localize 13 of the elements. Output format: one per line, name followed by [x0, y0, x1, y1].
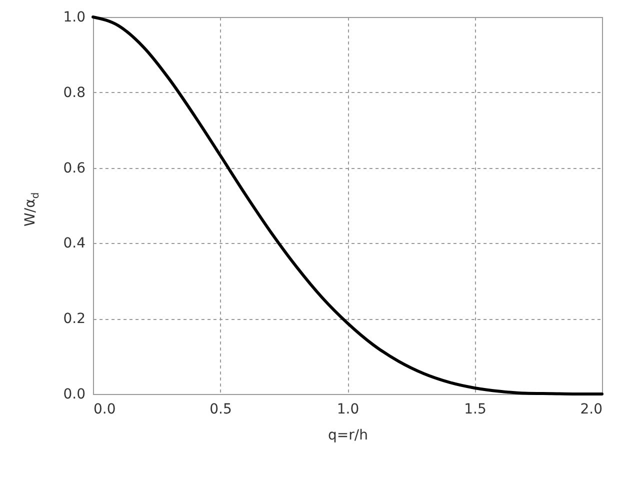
- y-tick-label: 0.6: [63, 160, 86, 176]
- x-tick-label: 1.0: [336, 402, 360, 418]
- y-tick-label: 0.4: [63, 236, 86, 252]
- x-tick-label: 1.5: [464, 402, 486, 418]
- x-tick-label: 0.0: [94, 402, 116, 418]
- y-tick-label: 0.0: [63, 386, 86, 402]
- y-tick-label: 0.8: [63, 84, 86, 101]
- line-series: [92, 16, 604, 396]
- x-tick-label: 0.5: [210, 402, 232, 418]
- x-tick-label: 2.0: [580, 402, 602, 418]
- y-tick-label: 1.0: [63, 10, 86, 26]
- x-axis-title: q=r/h: [328, 428, 368, 444]
- y-tick-label: 0.2: [63, 311, 86, 328]
